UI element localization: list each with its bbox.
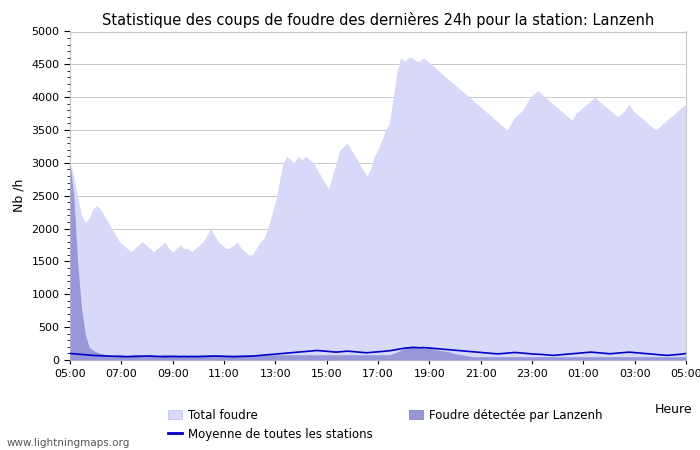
Title: Statistique des coups de foudre des dernières 24h pour la station: Lanzenh: Statistique des coups de foudre des dern…	[102, 12, 654, 27]
Y-axis label: Nb /h: Nb /h	[13, 179, 26, 212]
Text: Heure: Heure	[654, 403, 692, 416]
Legend: Total foudre, Moyenne de toutes les stations, Foudre détectée par Lanzenh: Total foudre, Moyenne de toutes les stat…	[168, 409, 602, 441]
Text: www.lightningmaps.org: www.lightningmaps.org	[7, 438, 130, 448]
